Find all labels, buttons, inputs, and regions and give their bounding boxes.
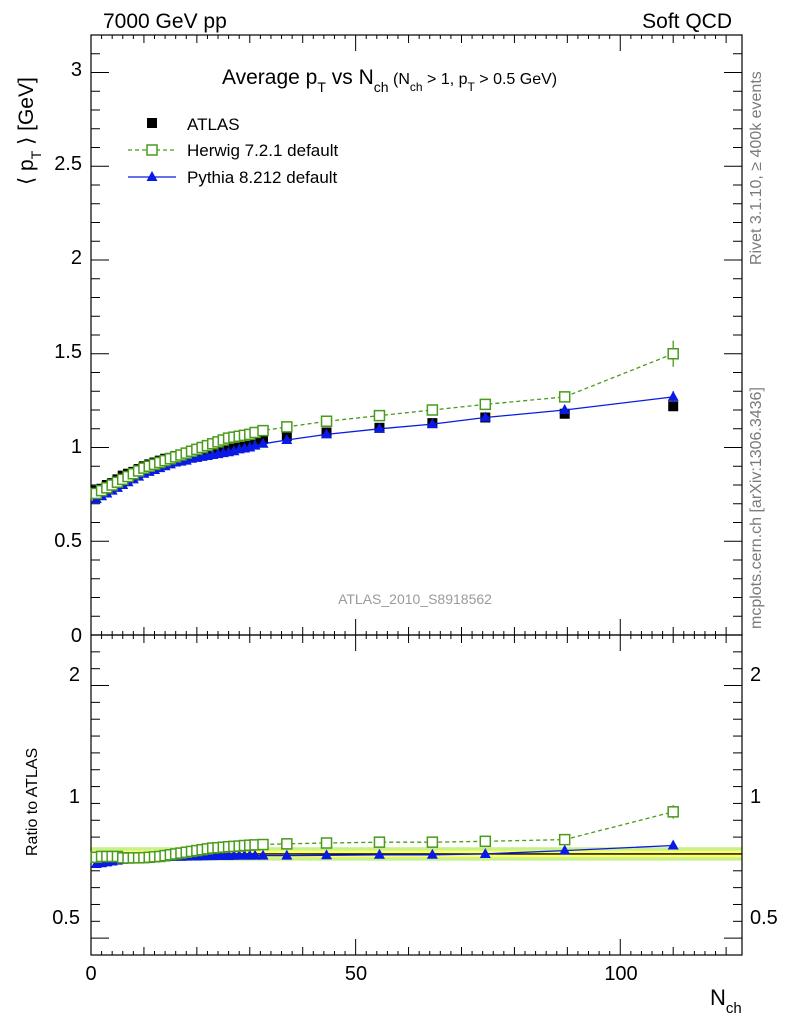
pythia-point: [426, 848, 438, 859]
pythia-point: [249, 849, 261, 860]
ratio-y-tick-labels: 0.5 1 2 0.5 1 2: [52, 664, 778, 929]
main-y-tick-label: 3: [71, 59, 82, 81]
ratio-y-tick-label: 2: [69, 664, 80, 686]
x-tick-label: 100: [604, 963, 637, 985]
herwig-point: [281, 421, 293, 433]
pythia-point: [559, 844, 571, 855]
x-axis-label: Nch: [710, 985, 742, 1017]
legend-label-herwig: Herwig 7.2.1 default: [187, 141, 338, 160]
pythia-point: [667, 839, 679, 850]
herwig-point: [667, 806, 679, 818]
pythia-point: [257, 849, 269, 860]
mcplots-reference-text: mcplots.cern.ch [arXiv:1306.3436]: [748, 387, 765, 629]
legend-marker-herwig: [146, 144, 158, 156]
legend-label-atlas: ATLAS: [187, 115, 240, 134]
herwig-point: [320, 415, 333, 427]
ratio-panel-frame: [90, 634, 743, 956]
main-series-layer: [90, 340, 679, 504]
main-y-tick-labels: 0 0.5 1 1.5 2 2.5 3: [54, 59, 82, 647]
ratio-y-tick-label-right: 2: [750, 664, 761, 686]
herwig-point: [479, 835, 492, 848]
ratio-y-tick-label: 0.5: [52, 907, 80, 929]
pythia-point: [373, 422, 385, 433]
pythia-point: [257, 437, 269, 448]
pythia-point: [373, 848, 385, 859]
herwig-point: [320, 837, 333, 849]
pythia-point: [426, 418, 438, 429]
pythia-point: [559, 404, 571, 414]
legend-marker-atlas: [147, 118, 157, 128]
ratio-series-layer: [90, 805, 679, 869]
x-tick-label: 0: [85, 963, 96, 985]
ratio-y-tick-label: 1: [69, 786, 80, 808]
ratio-y-axis-label: Ratio to ATLAS: [24, 748, 41, 856]
herwig-point: [479, 398, 492, 411]
main-y-tick-label: 0.5: [54, 530, 82, 552]
herwig-point: [426, 404, 439, 416]
x-tick-label: 50: [345, 963, 367, 985]
pythia-point: [321, 849, 333, 860]
rivet-version-text: Rivet 3.1.10, ≥ 400k events: [748, 71, 765, 265]
pythia-point: [479, 411, 491, 422]
atlas-point: [668, 401, 679, 412]
main-y-tick-label: 1: [71, 436, 82, 458]
main-y-tick-label: 0: [71, 625, 82, 647]
ratio-y-tick-label-right: 1: [750, 786, 761, 808]
pythia-point: [667, 390, 679, 401]
herwig-point: [373, 836, 386, 848]
herwig-point: [558, 833, 571, 846]
pythia-point: [321, 428, 333, 439]
main-y-tick-label: 1.5: [54, 341, 82, 363]
axis-ticks: [90, 34, 742, 955]
x-tick-labels: 0 50 100: [85, 963, 637, 985]
pythia-point: [281, 849, 293, 860]
herwig-line: [95, 353, 674, 494]
main-y-tick-label: 2.5: [54, 153, 82, 175]
plot-title: Average pT vs Nch (Nch > 1, pT > 0.5 GeV…: [222, 66, 557, 95]
legend-marker-pythia: [146, 171, 158, 181]
pythia-point: [249, 439, 261, 450]
ratio-y-tick-label-right: 0.5: [750, 907, 778, 929]
herwig-point: [257, 424, 269, 437]
pythia-point: [479, 847, 491, 858]
herwig-point: [667, 348, 679, 360]
legend-label-pythia: Pythia 8.212 default: [187, 168, 338, 187]
header-left: 7000 GeV pp: [103, 10, 227, 33]
herwig-point: [373, 409, 386, 422]
header-right: Soft QCD: [642, 10, 732, 33]
atlas-point: [228, 439, 239, 450]
pythia-point: [281, 434, 293, 444]
legend: ATLAS Herwig 7.2.1 default Pythia 8.212 …: [128, 115, 338, 187]
herwig-point: [257, 838, 269, 851]
analysis-watermark: ATLAS_2010_S8918562: [338, 591, 492, 607]
herwig-point: [558, 391, 571, 403]
herwig-point: [426, 836, 439, 848]
main-y-axis-label: ⟨ pT ⟩ [GeV]: [15, 77, 44, 185]
main-y-tick-label: 2: [71, 247, 82, 269]
herwig-point: [281, 838, 293, 850]
